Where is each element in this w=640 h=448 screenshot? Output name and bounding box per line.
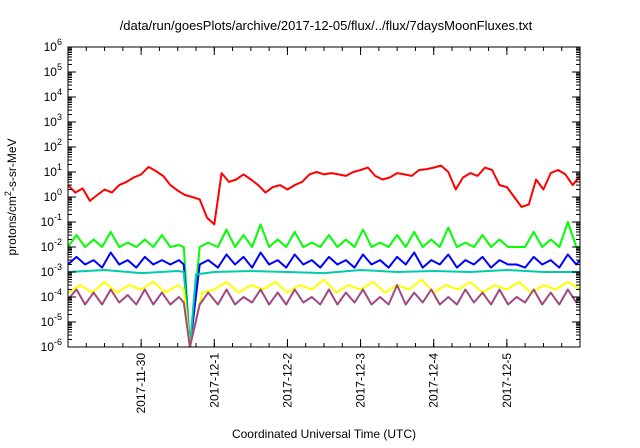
y-axis-label: protons/cm2-s-sr-MeV (3, 138, 19, 255)
y-tick-label: 105 (44, 62, 62, 79)
x-tick-label: 2017-12-2 (280, 353, 294, 408)
y-tick-label: 102 (44, 137, 62, 154)
y-tick-label: 10-5 (41, 312, 62, 329)
series-line-2 (68, 251, 580, 347)
y-tick-label: 100 (44, 187, 62, 204)
x-tick-label: 2017-11-30 (134, 353, 148, 414)
series-line-5 (68, 284, 580, 347)
series-line-3 (68, 269, 580, 347)
y-tick-label: 106 (44, 37, 62, 54)
series-layer (68, 164, 580, 347)
x-tick-label: 2017-12-1 (207, 353, 221, 408)
x-tick-label: 2017-12-5 (500, 353, 514, 408)
y-tick-label: 10-6 (41, 337, 62, 354)
series-line-4 (68, 278, 580, 347)
series-line-1 (68, 221, 580, 347)
x-tick-label: 2017-12-4 (427, 353, 441, 408)
series-line-0 (68, 164, 580, 226)
x-axis: 2017-11-30 2017-12-1 2017-12-2 2017-12-3 201… (67, 47, 581, 414)
y-tick-label: 10-4 (41, 287, 62, 304)
y-axis: 10-6 10-5 10-4 10-3 10-2 10-1 100 101 102 103 104 1… (41, 37, 580, 354)
y-tick-label: 103 (44, 112, 62, 129)
y-tick-label: 10-2 (41, 237, 62, 254)
y-tick-label: 10-1 (41, 212, 62, 229)
y-tick-label: 101 (44, 162, 62, 179)
y-tick-label: 10-3 (41, 262, 62, 279)
y-tick-label: 104 (44, 87, 62, 104)
x-tick-label: 2017-12-3 (354, 353, 368, 408)
x-axis-label: Coordinated Universal Time (UTC) (232, 427, 416, 441)
chart-title: /data/run/goesPlots/archive/2017-12-05/f… (120, 18, 533, 33)
plot-frame (67, 46, 581, 348)
